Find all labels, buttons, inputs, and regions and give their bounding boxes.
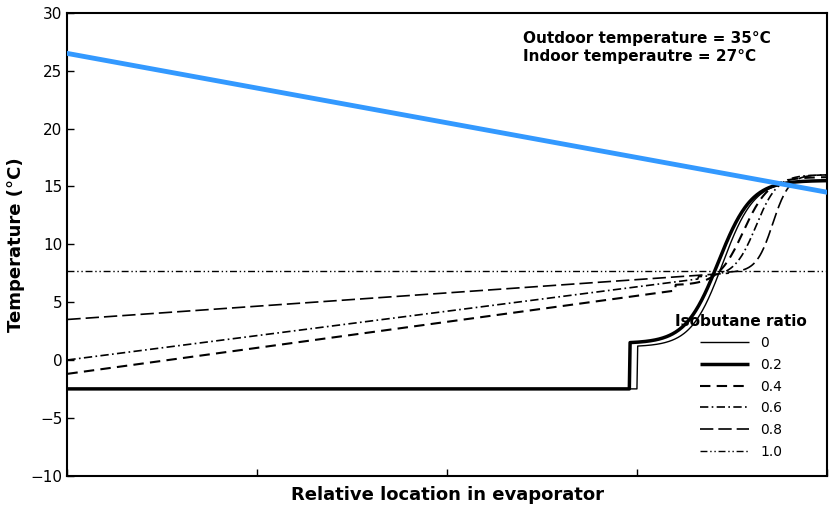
Legend: 0, 0.2, 0.4, 0.6, 0.8, 1.0: 0, 0.2, 0.4, 0.6, 0.8, 1.0 xyxy=(670,308,812,464)
X-axis label: Relative location in evaporator: Relative location in evaporator xyxy=(291,486,604,504)
Text: Outdoor temperature = 35°C
Indoor temperautre = 27°C: Outdoor temperature = 35°C Indoor temper… xyxy=(523,32,771,64)
Y-axis label: Temperature (°C): Temperature (°C) xyxy=(7,157,25,332)
